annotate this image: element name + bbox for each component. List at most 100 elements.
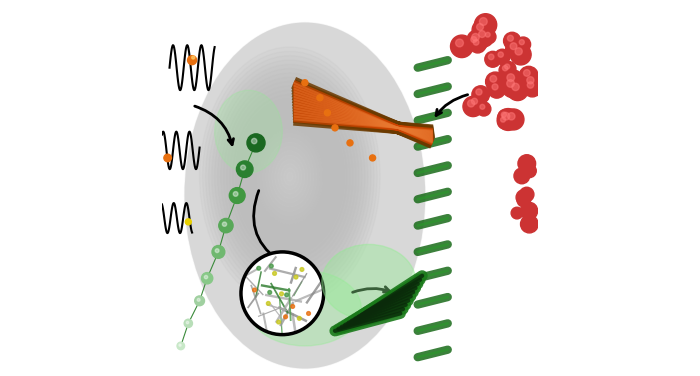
Circle shape (186, 321, 189, 324)
Circle shape (267, 302, 270, 305)
Ellipse shape (284, 165, 326, 226)
Ellipse shape (260, 131, 350, 261)
Circle shape (470, 36, 486, 53)
Circle shape (195, 296, 204, 306)
Circle shape (498, 109, 513, 124)
Ellipse shape (215, 90, 282, 173)
Ellipse shape (220, 77, 359, 276)
Circle shape (474, 27, 494, 47)
Circle shape (468, 100, 475, 107)
Ellipse shape (241, 108, 338, 246)
Circle shape (482, 30, 496, 44)
Circle shape (495, 49, 510, 65)
Circle shape (486, 72, 505, 91)
Circle shape (324, 110, 330, 116)
Circle shape (480, 18, 487, 26)
Ellipse shape (248, 271, 361, 346)
Circle shape (270, 264, 273, 268)
Circle shape (212, 246, 225, 258)
Ellipse shape (190, 31, 419, 360)
Circle shape (497, 109, 519, 130)
Circle shape (507, 80, 514, 87)
Ellipse shape (296, 183, 314, 208)
Circle shape (294, 275, 298, 279)
Ellipse shape (209, 60, 371, 294)
Circle shape (332, 125, 338, 131)
Circle shape (523, 79, 542, 97)
Circle shape (285, 293, 288, 297)
Ellipse shape (206, 53, 404, 338)
Circle shape (467, 33, 484, 50)
Circle shape (505, 39, 525, 59)
Ellipse shape (284, 168, 296, 185)
Circle shape (477, 24, 484, 30)
Ellipse shape (253, 122, 356, 269)
Circle shape (284, 315, 288, 319)
Ellipse shape (266, 142, 314, 211)
Ellipse shape (262, 135, 347, 256)
Ellipse shape (290, 174, 320, 217)
Ellipse shape (248, 114, 362, 278)
Circle shape (273, 271, 276, 275)
Ellipse shape (202, 49, 407, 343)
Circle shape (223, 222, 227, 226)
Ellipse shape (199, 47, 380, 306)
Circle shape (510, 43, 517, 50)
Circle shape (514, 168, 530, 184)
Circle shape (518, 155, 536, 173)
Circle shape (471, 98, 477, 104)
Ellipse shape (269, 144, 341, 247)
Circle shape (477, 102, 491, 116)
Ellipse shape (232, 94, 347, 259)
Ellipse shape (236, 96, 374, 295)
Ellipse shape (232, 92, 377, 299)
Circle shape (471, 36, 477, 42)
Circle shape (519, 187, 534, 202)
Circle shape (472, 20, 492, 40)
Ellipse shape (224, 82, 356, 272)
Ellipse shape (236, 99, 344, 255)
Ellipse shape (224, 79, 386, 312)
Ellipse shape (248, 116, 332, 237)
Circle shape (472, 33, 480, 41)
Circle shape (467, 30, 489, 51)
Circle shape (517, 194, 530, 207)
Ellipse shape (185, 23, 425, 368)
Circle shape (202, 273, 213, 284)
Ellipse shape (211, 61, 398, 329)
Circle shape (164, 154, 172, 162)
Circle shape (188, 56, 197, 65)
Ellipse shape (257, 126, 353, 265)
Circle shape (527, 82, 533, 88)
Circle shape (204, 275, 208, 279)
Ellipse shape (269, 146, 311, 207)
Ellipse shape (275, 155, 305, 199)
Circle shape (515, 48, 522, 55)
Ellipse shape (211, 64, 368, 289)
Ellipse shape (262, 138, 317, 216)
Ellipse shape (215, 68, 365, 285)
Circle shape (192, 56, 195, 59)
Ellipse shape (278, 159, 302, 194)
Circle shape (488, 81, 505, 98)
Circle shape (473, 39, 479, 45)
Circle shape (501, 61, 516, 76)
Ellipse shape (272, 148, 338, 243)
Ellipse shape (227, 83, 383, 308)
Circle shape (505, 64, 510, 69)
Circle shape (503, 32, 521, 49)
Circle shape (502, 112, 510, 120)
Circle shape (456, 39, 463, 47)
Circle shape (307, 312, 310, 315)
Ellipse shape (275, 152, 335, 239)
Circle shape (516, 190, 531, 205)
Ellipse shape (199, 44, 410, 347)
Ellipse shape (218, 70, 392, 321)
Circle shape (500, 117, 505, 122)
Circle shape (519, 66, 538, 85)
Ellipse shape (253, 125, 326, 229)
Circle shape (370, 155, 376, 161)
Ellipse shape (278, 157, 332, 235)
Circle shape (508, 35, 513, 41)
Circle shape (241, 252, 323, 335)
